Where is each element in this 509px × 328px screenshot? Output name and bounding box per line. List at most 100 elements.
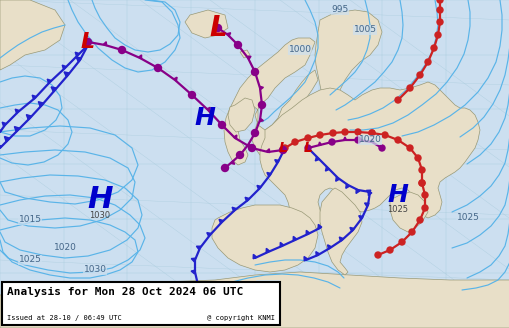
Polygon shape (232, 207, 236, 212)
Polygon shape (38, 102, 44, 107)
Circle shape (251, 130, 258, 136)
Circle shape (258, 101, 265, 109)
Polygon shape (343, 137, 346, 140)
Polygon shape (47, 79, 51, 83)
Polygon shape (318, 115, 342, 145)
Circle shape (416, 217, 422, 223)
Polygon shape (103, 42, 106, 46)
Polygon shape (318, 224, 321, 229)
Polygon shape (325, 167, 329, 171)
Polygon shape (64, 72, 69, 77)
Polygon shape (279, 242, 284, 247)
Polygon shape (370, 139, 373, 142)
Polygon shape (173, 77, 177, 81)
Polygon shape (185, 10, 228, 38)
Polygon shape (358, 216, 362, 220)
Polygon shape (247, 143, 250, 147)
Text: 1000: 1000 (288, 46, 311, 54)
Polygon shape (335, 177, 339, 181)
Polygon shape (327, 245, 331, 249)
Polygon shape (281, 146, 286, 150)
Polygon shape (14, 127, 20, 132)
Polygon shape (259, 86, 263, 90)
Polygon shape (233, 135, 236, 139)
Polygon shape (228, 98, 254, 132)
Circle shape (394, 137, 400, 143)
Text: L: L (278, 141, 287, 155)
Circle shape (154, 65, 161, 72)
Circle shape (424, 59, 430, 65)
Circle shape (406, 145, 412, 151)
FancyBboxPatch shape (2, 282, 279, 325)
Text: H: H (194, 106, 215, 130)
Polygon shape (355, 189, 359, 194)
Polygon shape (389, 192, 427, 232)
Text: 1030: 1030 (83, 265, 106, 275)
Circle shape (279, 147, 286, 154)
Polygon shape (247, 56, 250, 59)
Circle shape (329, 130, 335, 136)
Circle shape (218, 121, 225, 129)
Circle shape (421, 205, 427, 211)
Circle shape (328, 139, 334, 145)
Text: 1025: 1025 (387, 206, 408, 215)
Polygon shape (227, 33, 230, 36)
Polygon shape (0, 129, 2, 133)
Polygon shape (62, 65, 66, 70)
Polygon shape (365, 190, 370, 194)
Circle shape (398, 239, 404, 245)
Polygon shape (367, 191, 371, 196)
Circle shape (317, 132, 322, 138)
Polygon shape (304, 147, 309, 151)
Circle shape (369, 130, 374, 136)
Polygon shape (26, 114, 32, 120)
Polygon shape (0, 144, 2, 150)
Text: L: L (81, 32, 95, 52)
Polygon shape (293, 236, 296, 241)
Polygon shape (32, 95, 36, 99)
Circle shape (214, 25, 221, 31)
Polygon shape (0, 0, 65, 70)
Polygon shape (51, 87, 56, 92)
Polygon shape (303, 256, 307, 261)
Polygon shape (315, 157, 319, 161)
Polygon shape (231, 161, 234, 164)
Circle shape (381, 132, 387, 138)
Polygon shape (85, 42, 89, 46)
Polygon shape (212, 205, 318, 272)
Circle shape (394, 97, 400, 103)
Polygon shape (240, 50, 249, 58)
Polygon shape (191, 258, 195, 262)
Polygon shape (338, 237, 343, 241)
Text: L: L (303, 141, 312, 155)
Circle shape (342, 129, 347, 135)
Text: H: H (87, 186, 112, 215)
Circle shape (386, 247, 392, 253)
Circle shape (374, 252, 380, 258)
Circle shape (414, 155, 420, 161)
Polygon shape (5, 136, 10, 142)
Circle shape (416, 72, 422, 78)
Polygon shape (349, 227, 354, 232)
Polygon shape (257, 185, 261, 190)
Circle shape (188, 92, 195, 98)
Text: Analysis for Mon 28 Oct 2024 06 UTC: Analysis for Mon 28 Oct 2024 06 UTC (7, 287, 243, 297)
Polygon shape (245, 197, 249, 201)
Polygon shape (206, 107, 210, 111)
Text: Issued at 28-10 / 06:49 UTC: Issued at 28-10 / 06:49 UTC (7, 315, 122, 321)
Circle shape (430, 45, 436, 51)
Circle shape (418, 180, 424, 186)
Text: 1015: 1015 (18, 215, 41, 224)
Text: 1020: 1020 (53, 243, 76, 253)
Polygon shape (252, 254, 257, 259)
Polygon shape (274, 160, 278, 164)
Polygon shape (305, 230, 309, 235)
Text: 995: 995 (331, 6, 348, 14)
Circle shape (418, 180, 424, 186)
Text: L: L (209, 14, 227, 42)
Circle shape (354, 129, 360, 135)
Polygon shape (266, 149, 269, 153)
Circle shape (304, 135, 310, 141)
Circle shape (248, 145, 255, 152)
Text: H: H (387, 183, 408, 207)
